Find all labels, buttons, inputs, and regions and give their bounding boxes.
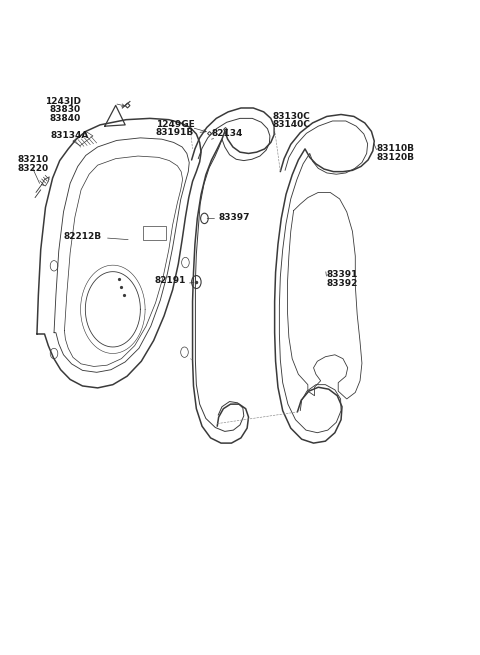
Text: 83130C: 83130C [272,112,310,121]
Text: 83840: 83840 [49,114,81,123]
Text: 1243JD: 1243JD [46,97,82,106]
Text: 83220: 83220 [17,164,48,173]
Text: 83397: 83397 [218,213,250,221]
Text: 82191: 82191 [155,276,186,285]
Text: 82134: 82134 [212,130,243,138]
Text: 83110B: 83110B [376,144,414,153]
Text: 83134A: 83134A [50,131,89,140]
Text: 83191B: 83191B [156,128,194,137]
Text: 82212B: 82212B [63,232,102,241]
Text: 1249GE: 1249GE [156,121,194,130]
Text: 83391: 83391 [327,270,358,279]
Text: 83140C: 83140C [272,121,310,130]
Text: 83392: 83392 [327,279,358,288]
Text: 83830: 83830 [49,105,80,115]
Text: 83210: 83210 [17,155,48,164]
Bar [143,225,166,240]
Text: 83120B: 83120B [376,153,414,162]
